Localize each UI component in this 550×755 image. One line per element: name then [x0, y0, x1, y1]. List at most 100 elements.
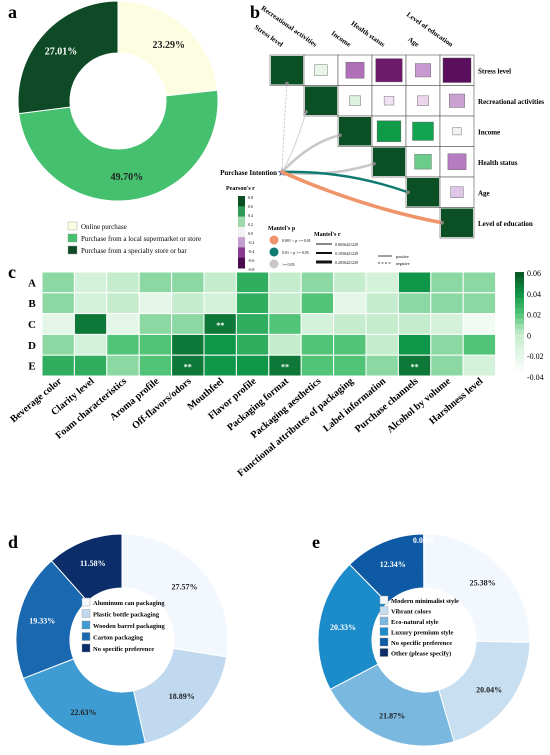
colorbar-band: [515, 308, 524, 315]
corr-cell-1-5: [449, 93, 465, 108]
colorbar-band: [515, 370, 524, 377]
corr-cell-1-4: [417, 95, 429, 106]
heat-cell-C-packaging-aesthetics: [300, 313, 335, 335]
heat-cell-D-harshness-level: [462, 333, 497, 356]
slice-purchase-from-a-local-supermarket-or-store: [18, 89, 219, 202]
heat-cell-B-purchase-channels: [397, 292, 432, 315]
heat-cell-A-functional-attributes-of-packaging: [333, 271, 367, 294]
colorbar-tick: -0.2: [248, 240, 254, 245]
colorbar-title: Pearson's r: [226, 186, 255, 192]
legend-label-vibrant-colors: Vibrant colors: [391, 609, 431, 616]
heat-cell-E-functional-attributes-of-packaging: [333, 354, 367, 377]
heat-cell-A-label-information: [365, 271, 399, 294]
colorbar-band: [515, 355, 524, 361]
heat-cell-C-harshness-level: [462, 313, 497, 335]
heat-cell-B-label-information: [365, 292, 399, 315]
colorbar-band: [515, 344, 524, 351]
link-end-stress-level: [285, 81, 289, 86]
slice-label-purchase-from-a-specialty-store-or-bar: 27.01%: [45, 46, 78, 57]
legend-label-wooden-barrel-packaging: Wooden barrel packaging: [93, 623, 166, 630]
link-end-recreational-activities: [304, 110, 308, 114]
corr-cell-0-3: [375, 58, 403, 83]
mantel-p-title: Mantel's p: [268, 226, 296, 232]
heat-cell-E-flavor-profile: [235, 354, 270, 377]
mantel-r-label-2: 0.2056421229: [335, 260, 358, 265]
col-label-income: Income: [330, 29, 353, 48]
legend-swatch-aluminum-can-packaging: [81, 597, 91, 607]
heat-cell-D-mouthfeel: [203, 333, 237, 356]
row-label-stress-level: Stress level: [478, 67, 511, 75]
legend-label-no-specific-preference: No specific preference: [391, 640, 452, 647]
heat-cell-C-clarity-level: [73, 313, 108, 335]
colorbar-tick: -0.8: [248, 267, 254, 272]
row-label-c: C: [28, 319, 36, 331]
heat-cell-D-alcohol-by-volume: [430, 333, 464, 356]
row-label-age: Age: [478, 189, 490, 197]
link-to-age: [280, 170, 410, 194]
significance-mark: **: [216, 321, 224, 330]
mantel-r-label-0: 0.0656421229: [335, 242, 358, 247]
heat-cell-B-harshness-level: [462, 292, 497, 315]
significance-mark: **: [411, 363, 419, 372]
heat-cell-D-label-information: [365, 333, 399, 356]
legend-label-carton-packaging: Carton packaging: [93, 635, 144, 642]
legend-swatch-vibrant-colors: [379, 606, 389, 615]
diagonal-cell-health-status: [373, 147, 405, 176]
slice-label-wooden-barrel-packaging: 22.63%: [71, 708, 97, 717]
panel-d-donut-chart: 27.57% 18.89% 22.63% 19.33% 11.58% Aluminum c…: [15, 533, 229, 747]
heat-cell-B-alcohol-by-volume: [430, 292, 464, 315]
link-to-recreational-activities: [281, 111, 307, 173]
heat-cell-B-packaging-aesthetics: [300, 292, 335, 315]
heat-cell-D-aroma-profile: [138, 333, 173, 356]
slice-wooden-barrel-packaging: [22, 658, 146, 747]
heat-cell-E-label-information: [365, 354, 399, 377]
slice-modern-minimalist-style: [423, 533, 531, 644]
colorbar-band: [515, 360, 524, 367]
legend-swatch-other-please-specify: [379, 648, 389, 657]
slice-carton-packaging: [15, 560, 89, 680]
link-to-stress-level: [281, 83, 288, 173]
heat-cell-A-beverage-color: [41, 271, 75, 294]
heat-cell-E-foam-characteristics: [106, 354, 140, 377]
slice-online-purchase: [117, 0, 218, 97]
colorbar-band: [238, 257, 245, 269]
panel-label-b: b: [250, 2, 260, 22]
colorbar-tick: -0.4: [248, 249, 254, 254]
heat-cell-E-aroma-profile: [138, 354, 173, 377]
heat-cell-B-flavor-profile: [235, 292, 270, 315]
colorbar-band: [515, 272, 524, 278]
panel-label-d: d: [8, 532, 18, 552]
heat-cell-C-alcohol-by-volume: [430, 313, 464, 335]
slice-label-luxury-premium-style: 20.33%: [330, 623, 356, 632]
colorbar-band: [515, 329, 524, 335]
heat-cell-B-functional-attributes-of-packaging: [333, 292, 367, 315]
corr-cell-2-5: [452, 127, 462, 136]
colorbar-band: [238, 247, 245, 259]
heat-cell-B-beverage-color: [41, 292, 75, 315]
legend-label-luxury-premium-style: Luxury premium style: [391, 630, 453, 637]
mantel-r-label-1: 0.1056421229: [335, 251, 358, 256]
heat-cell-C-purchase-channels: [397, 313, 432, 335]
heat-cell-A-packaging-format: [268, 271, 302, 294]
diagonal-cell-age: [407, 178, 439, 207]
heat-cell-A-alcohol-by-volume: [430, 271, 464, 294]
legend-swatch-eco-natural-style: [379, 616, 389, 626]
corr-cell-3-4: [414, 154, 432, 170]
heat-cell-E-packaging-aesthetics: [300, 354, 335, 377]
mantel-r-title: Mantel's r: [314, 232, 341, 238]
panel-label-c: c: [8, 262, 16, 282]
slice-label-vibrant-colors: 20.04%: [476, 686, 502, 695]
legend-swatch-no-specific-preference: [379, 637, 389, 647]
corr-cell-4-5: [450, 186, 464, 198]
colorbar-band: [238, 237, 245, 248]
colorbar-band: [515, 334, 524, 341]
mantel-p-label-1: 0.01 < p <= 0.05: [282, 250, 309, 255]
colorbar-band: [238, 216, 245, 228]
heat-cell-E-alcohol-by-volume: [430, 354, 464, 377]
colorbar-band: [515, 324, 524, 330]
slice-eco-natural-style: [329, 663, 455, 747]
colorbar-band: [238, 206, 245, 218]
link-end-age: [406, 190, 410, 195]
heat-cell-D-purchase-channels: [397, 333, 432, 356]
